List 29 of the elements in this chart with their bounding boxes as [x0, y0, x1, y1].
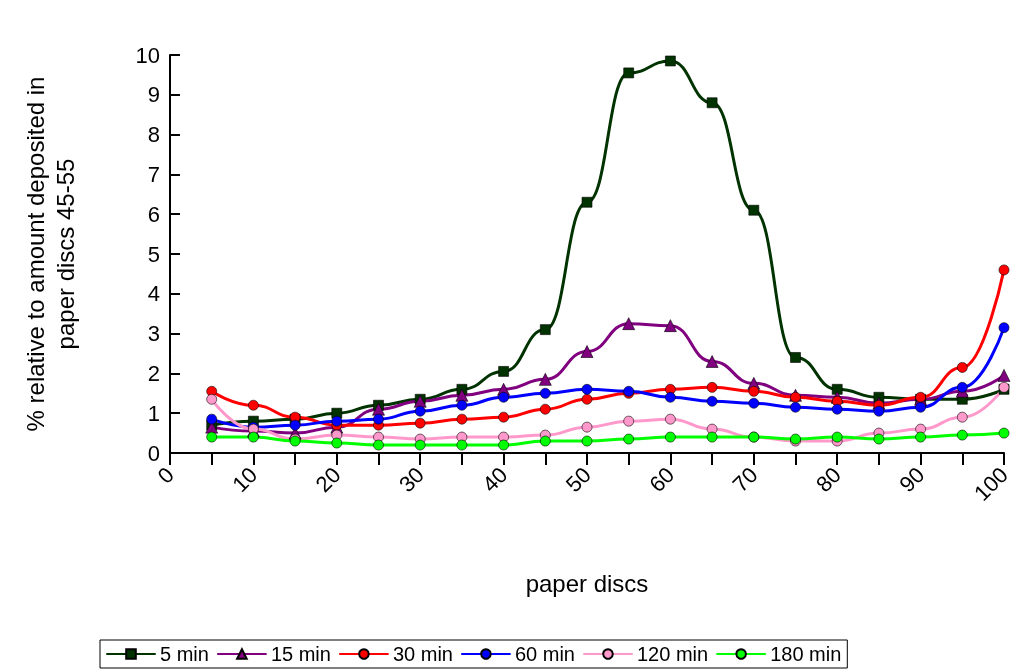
- x-tick-label: 60: [644, 462, 680, 498]
- y-tick-label: 3: [147, 321, 160, 347]
- x-axis-title: paper discs: [525, 569, 649, 597]
- legend-label: 180 min: [770, 643, 842, 665]
- y-tick-label: 8: [147, 122, 160, 148]
- y-axis-title: % relative to amount deposited in paper discs 45-55: [21, 76, 79, 432]
- x-tick-label: 100: [969, 462, 1013, 506]
- legend-label: 30 min: [392, 643, 453, 665]
- y-tick-label: 5: [147, 241, 160, 267]
- x-tick-label: 40: [477, 462, 513, 498]
- x-tick-label: 10: [227, 462, 263, 498]
- x-tick-label: 70: [727, 462, 763, 498]
- legend-label: 15 min: [270, 643, 331, 665]
- x-tick-label: 20: [310, 462, 346, 498]
- y-tick-label: 6: [147, 201, 160, 227]
- y-tick-label: 2: [147, 360, 160, 386]
- y-tick-label: 1: [147, 400, 160, 426]
- x-tick-label: 80: [811, 462, 847, 498]
- legend-label: 60 min: [514, 643, 575, 665]
- y-tick-label: 7: [147, 161, 160, 187]
- legend-label: 120 min: [636, 643, 709, 665]
- y-tick-label: 4: [147, 281, 160, 307]
- legend-label: 5 min: [160, 643, 209, 665]
- x-tick-label: 90: [894, 462, 930, 498]
- x-tick-label: 30: [394, 462, 430, 498]
- y-tick-label: 0: [147, 440, 160, 466]
- y-tick-label: 9: [147, 82, 160, 108]
- y-tick-label: 10: [135, 42, 160, 68]
- x-tick-label: 50: [560, 462, 596, 498]
